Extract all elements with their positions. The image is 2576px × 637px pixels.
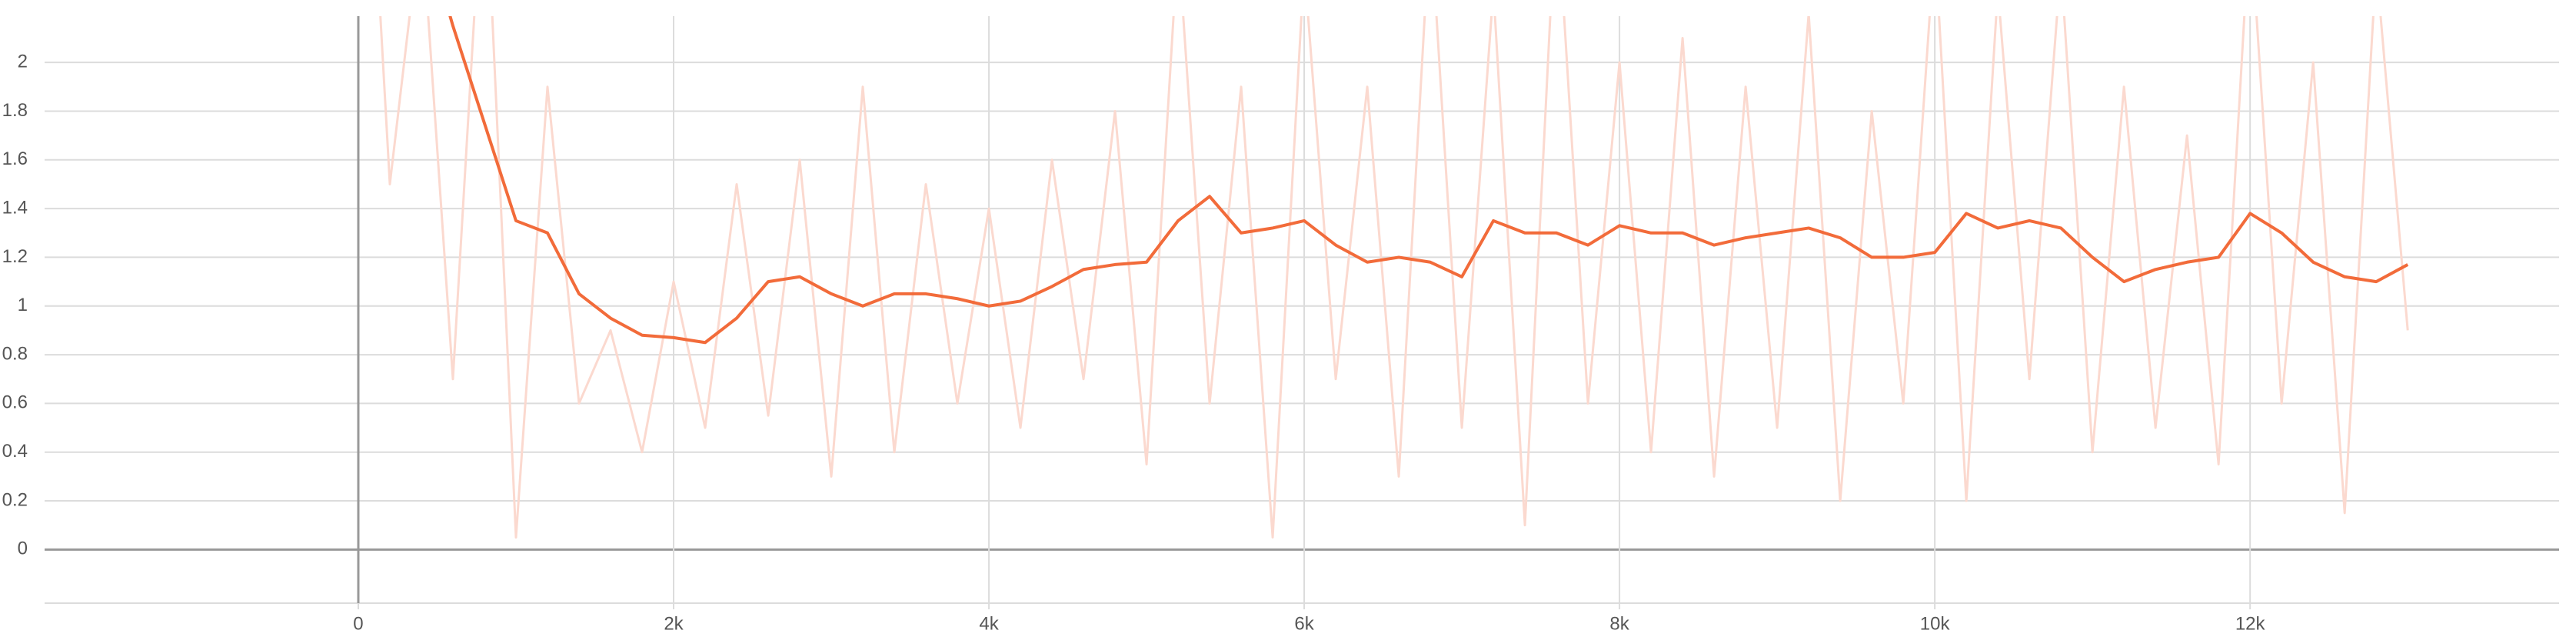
raw-line [379,16,2409,539]
y-tick-label: 1.6 [2,148,28,169]
grid [45,16,2559,609]
y-tick-label: 2 [18,51,28,72]
y-tick-label: 0.6 [2,392,28,413]
x-tick-label: 12k [2235,613,2266,634]
y-tick-label: 1.2 [2,246,28,267]
y-tick-label: 0 [18,539,28,559]
smoothed-line [448,16,2409,345]
y-tick-label: 1.8 [2,100,28,121]
y-tick-label: 1 [18,295,28,315]
y-tick-label: 0.4 [2,441,28,462]
y-tick-label: 1.4 [2,197,28,218]
x-tick-label: 10k [1920,613,1951,634]
tick-labels: 0 0.2 0.4 0.6 0.8 1 1.2 1.4 1.6 1.8 2 0 2k 4k 6k 8k 10k 1… [2,51,2266,634]
x-tick-label: 4k [979,613,999,634]
x-tick-label: 2k [664,613,684,634]
x-tick-label: 0 [353,613,363,634]
plot-area [379,16,2409,539]
y-tick-label: 0.8 [2,343,28,364]
y-tick-label: 0.2 [2,489,28,510]
x-tick-label: 8k [1609,613,1629,634]
x-tick-label: 6k [1294,613,1314,634]
